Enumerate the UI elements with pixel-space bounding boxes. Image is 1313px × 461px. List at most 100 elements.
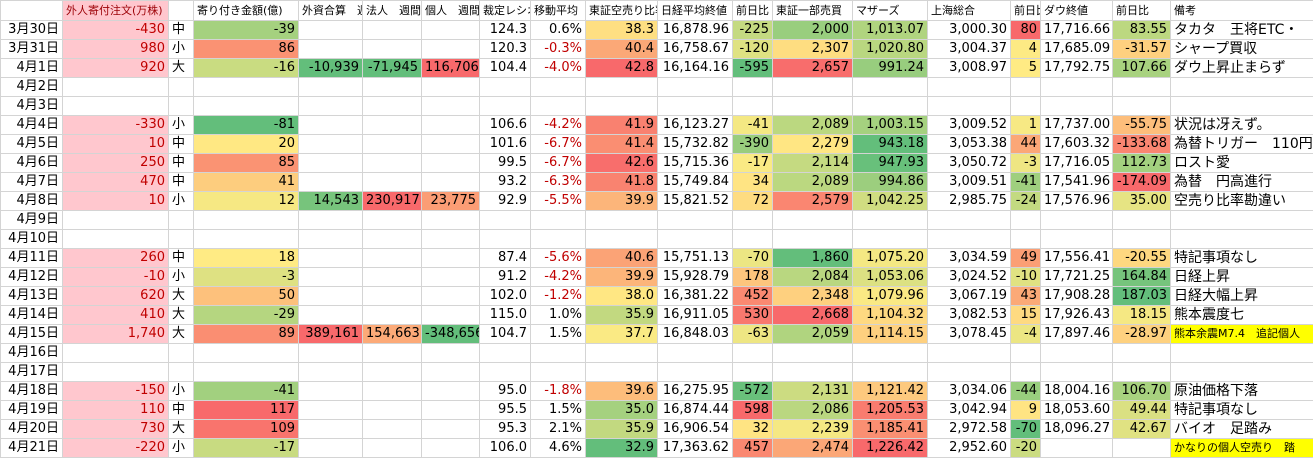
cell: [362, 419, 422, 439]
cell: 2,089: [772, 172, 853, 192]
column-header: 東証一部売買: [772, 0, 853, 21]
cell: 164.84: [1112, 267, 1171, 287]
cell: 116,706: [421, 58, 480, 78]
cell: 15,715.36: [657, 153, 733, 173]
cell: [421, 229, 480, 249]
cell: 16,906.54: [657, 419, 733, 439]
cell: [421, 210, 480, 230]
cell: [1170, 343, 1313, 363]
cell: 1,042.25: [852, 191, 928, 211]
cell: [585, 229, 658, 249]
cell: 38.3: [585, 20, 658, 40]
cell: 16,878.96: [657, 20, 733, 40]
cell: 18,053.60: [1040, 400, 1113, 420]
cell: [1040, 362, 1113, 382]
column-header: 日経平均終値: [657, 0, 733, 21]
cell: [168, 96, 194, 116]
cell: 1,104.32: [852, 305, 928, 325]
cell: [852, 229, 928, 249]
cell: 4月1日: [0, 58, 63, 78]
cell: 3,004.37: [927, 39, 1011, 59]
cell: 特記事項なし: [1170, 400, 1313, 420]
cell: [772, 96, 853, 116]
cell: 943.18: [852, 134, 928, 154]
cell: 1.0%: [530, 305, 586, 325]
cell: [479, 343, 531, 363]
cell: 980: [62, 39, 169, 59]
cell: -220: [62, 438, 169, 458]
cell: 17,926.43: [1040, 305, 1113, 325]
cell: 91.2: [479, 267, 531, 287]
column-header: 裁定レシオ: [479, 0, 531, 21]
cell: 4月15日: [0, 324, 63, 344]
cell: [732, 210, 773, 230]
cell: [298, 419, 363, 439]
cell: [479, 96, 531, 116]
cell: [927, 96, 1011, 116]
cell: 17,721.25: [1040, 267, 1113, 287]
cell: 2,972.58: [927, 419, 1011, 439]
cell: 87.4: [479, 248, 531, 268]
cell: [362, 77, 422, 97]
cell: 大: [168, 286, 194, 306]
cell: [421, 305, 480, 325]
cell: [168, 343, 194, 363]
cell: 小: [168, 438, 194, 458]
cell: [298, 115, 363, 135]
cell: [298, 39, 363, 59]
cell: 3,053.38: [927, 134, 1011, 154]
cell: [530, 229, 586, 249]
cell: 2,059: [772, 324, 853, 344]
cell: [1010, 210, 1041, 230]
cell: ダウ上昇止まらず: [1170, 58, 1313, 78]
cell: 16,381.22: [657, 286, 733, 306]
cell: [479, 229, 531, 249]
cell: 4月3日: [0, 96, 63, 116]
cell: [298, 362, 363, 382]
cell: 1,860: [772, 248, 853, 268]
cell: [1040, 229, 1113, 249]
cell: [732, 229, 773, 249]
cell: -133.68: [1112, 134, 1171, 154]
cell: 104.7: [479, 324, 531, 344]
cell: 特記事項なし: [1170, 248, 1313, 268]
cell: 1,121.42: [852, 381, 928, 401]
cell: [479, 77, 531, 97]
cell: [927, 77, 1011, 97]
data-row: 4月15日 1,740 大 89 389,161 154,663 -348,656 104.7…: [0, 324, 1313, 344]
cell: 18: [193, 248, 299, 268]
cell: 0.6%: [530, 20, 586, 40]
cell: 4月13日: [0, 286, 63, 306]
cell: 4月2日: [0, 77, 63, 97]
cell: -41: [732, 115, 773, 135]
cell: [1010, 229, 1041, 249]
cell: 101.6: [479, 134, 531, 154]
cell: 920: [62, 58, 169, 78]
cell: 4月21日: [0, 438, 63, 458]
cell: 410: [62, 305, 169, 325]
cell: 2,086: [772, 400, 853, 420]
cell: [421, 39, 480, 59]
cell: [1112, 343, 1171, 363]
cell: 中: [168, 153, 194, 173]
cell: 5: [1010, 58, 1041, 78]
cell: 49.44: [1112, 400, 1171, 420]
cell: [1010, 343, 1041, 363]
cell: [530, 77, 586, 97]
cell: 18,004.16: [1040, 381, 1113, 401]
cell: 2,952.60: [927, 438, 1011, 458]
cell: -17: [193, 438, 299, 458]
cell: 12: [193, 191, 299, 211]
cell: [852, 96, 928, 116]
cell: 3,034.06: [927, 381, 1011, 401]
cell: 2,579: [772, 191, 853, 211]
cell: -5.6%: [530, 248, 586, 268]
cell: 17,716.05: [1040, 153, 1113, 173]
data-row: 4月1日 920 大 -16 -10,939 -71,945 116,706 104.4 -4.…: [0, 58, 1313, 78]
cell: 中: [168, 20, 194, 40]
cell: [298, 381, 363, 401]
cell: 2,131: [772, 381, 853, 401]
cell: [530, 343, 586, 363]
cell: 35.9: [585, 419, 658, 439]
cell: [530, 210, 586, 230]
